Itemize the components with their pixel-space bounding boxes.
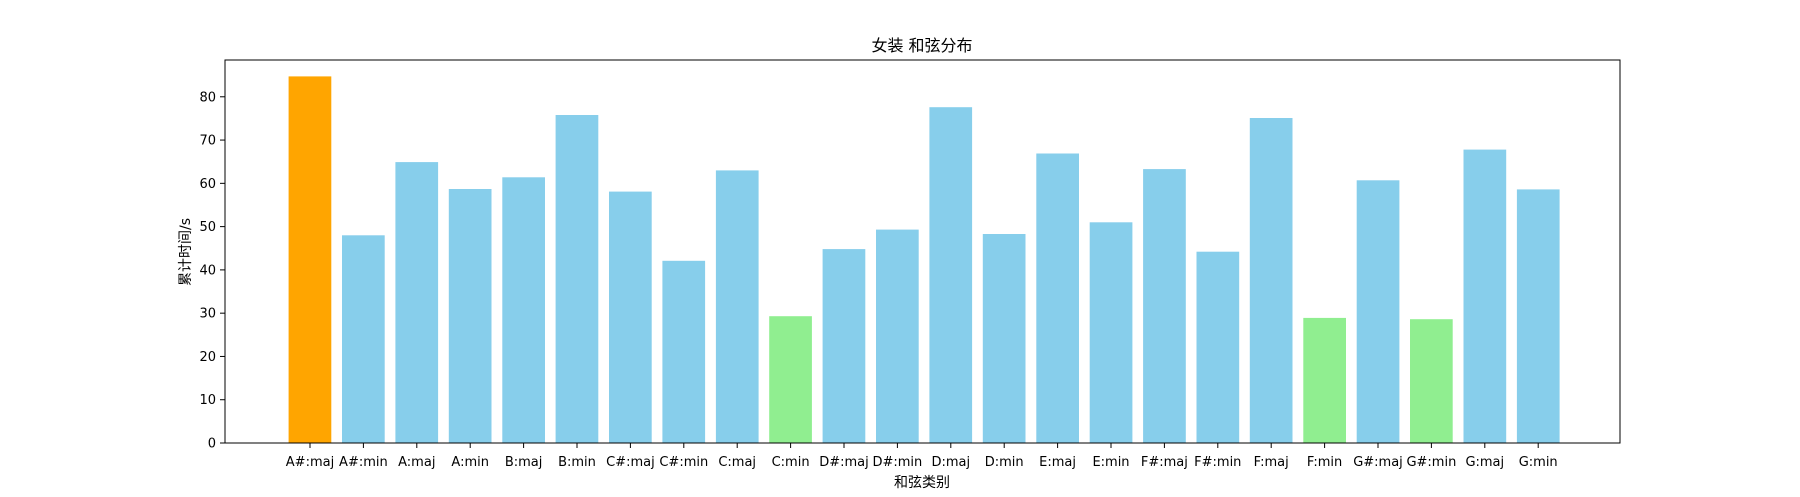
bar-a--min <box>342 235 385 443</box>
x-axis-title: 和弦类别 <box>894 475 950 491</box>
plot-frame <box>224 59 1621 444</box>
bar-g--min <box>1410 319 1453 443</box>
x-tick-label: G#:maj <box>1353 455 1403 470</box>
bar-c--maj <box>609 191 652 443</box>
bar-g-min <box>1516 189 1560 443</box>
bar-c-maj <box>715 170 759 443</box>
x-tick-label: G:maj <box>1465 455 1504 470</box>
y-tick-label: 20 <box>199 350 216 365</box>
x-tick-label: F:maj <box>1254 455 1289 470</box>
x-tick-label: B:min <box>558 455 596 470</box>
y-axis-title: 累计时间/s <box>178 218 194 286</box>
bar-f-min <box>1303 317 1346 443</box>
bar-a-min <box>448 189 492 443</box>
bar-f--maj <box>1143 169 1186 443</box>
bar-a--maj <box>288 76 332 444</box>
x-tick-label: C#:maj <box>606 455 655 470</box>
x-tick-label: D:maj <box>931 455 970 470</box>
bar-a-maj <box>395 162 439 443</box>
y-tick-label: 60 <box>199 177 216 192</box>
y-tick-label: 0 <box>208 437 216 452</box>
bar-b-min <box>555 115 599 443</box>
bar-d-maj <box>929 107 973 443</box>
x-tick-label: A#:maj <box>286 455 334 470</box>
bars-group <box>288 76 1560 444</box>
y-tick-label: 80 <box>199 90 216 105</box>
bar-c-min <box>769 316 812 443</box>
x-tick-label: F#:min <box>1194 455 1241 470</box>
x-tick-label: E:min <box>1092 455 1129 470</box>
bar-d-min <box>982 234 1026 443</box>
x-tick-label: A#:min <box>339 455 388 470</box>
bar-f--min <box>1196 251 1240 443</box>
bar-g--maj <box>1356 180 1400 444</box>
bar-e-maj <box>1036 153 1079 443</box>
x-tick-label: C#:min <box>659 455 708 470</box>
bar-g-maj <box>1463 149 1507 443</box>
bar-c--min <box>662 260 706 443</box>
bar-b-maj <box>502 177 545 444</box>
chart-title: 女装 和弦分布 <box>871 36 972 55</box>
y-tick-label: 50 <box>199 220 216 235</box>
x-tick-label: D:min <box>985 455 1024 470</box>
y-axis-ticks: 0 10 20 30 40 50 60 70 80 <box>199 90 225 452</box>
x-tick-label: D#:maj <box>819 455 869 470</box>
y-tick-label: 40 <box>199 263 216 278</box>
x-tick-label: D#:min <box>872 455 922 470</box>
y-tick-label: 30 <box>199 307 216 322</box>
bar-f-maj <box>1249 118 1293 443</box>
y-tick-label: 70 <box>199 134 216 149</box>
y-tick-label: 10 <box>199 393 216 408</box>
x-tick-label: G:min <box>1519 455 1558 470</box>
x-tick-label: G#:min <box>1406 455 1456 470</box>
bar-e-min <box>1089 222 1133 443</box>
x-tick-label: A:maj <box>398 455 435 470</box>
x-tick-label: F:min <box>1307 455 1342 470</box>
x-tick-label: F#:maj <box>1141 455 1188 470</box>
bar-d--min <box>876 229 919 443</box>
x-tick-label: C:min <box>772 455 810 470</box>
x-tick-label: B:maj <box>505 455 543 470</box>
x-axis-ticks: A#:maj A#:min A:maj A:min B:maj B:min C#:maj C#… <box>286 443 1558 470</box>
x-tick-label: A:min <box>451 455 489 470</box>
x-tick-label: E:maj <box>1039 455 1076 470</box>
x-tick-label: C:maj <box>718 455 756 470</box>
bar-d--maj <box>822 249 866 443</box>
